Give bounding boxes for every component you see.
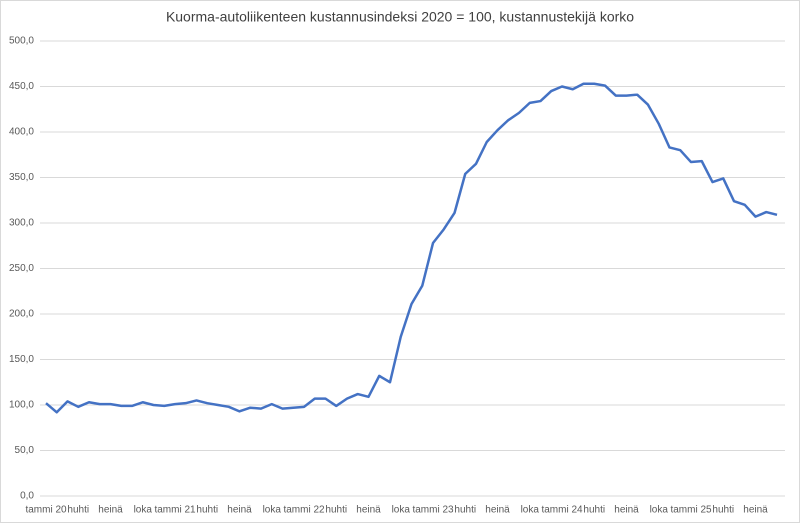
- x-tick-label: heinä: [356, 505, 381, 516]
- x-tick-label: loka: [392, 505, 411, 516]
- x-tick-label: huhti: [712, 505, 734, 516]
- y-tick-label: 0,0: [20, 491, 34, 502]
- x-tick-label: loka: [521, 505, 540, 516]
- x-tick-label: loka: [134, 505, 153, 516]
- x-tick-label: heinä: [743, 505, 768, 516]
- y-tick-label: 50,0: [15, 445, 35, 456]
- x-tick-label: heinä: [98, 505, 123, 516]
- y-tick-label: 400,0: [9, 127, 34, 138]
- x-tick-label: loka: [263, 505, 282, 516]
- y-tick-label: 500,0: [9, 36, 34, 47]
- y-tick-label: 350,0: [9, 172, 34, 183]
- x-tick-label: tammi 22: [283, 505, 325, 516]
- x-tick-label: tammi 21: [154, 505, 196, 516]
- line-series: [45, 82, 778, 414]
- x-tick-label: tammi 25: [670, 505, 712, 516]
- x-tick-label: loka: [650, 505, 669, 516]
- y-tick-label: 300,0: [9, 218, 34, 229]
- y-tick-label: 250,0: [9, 263, 34, 274]
- x-tick-label: tammi 24: [541, 505, 583, 516]
- y-tick-label: 100,0: [9, 400, 34, 411]
- x-tick-label: huhti: [325, 505, 347, 516]
- x-tick-label: heinä: [485, 505, 510, 516]
- x-tick-label: huhti: [67, 505, 89, 516]
- x-tick-label: heinä: [227, 505, 252, 516]
- x-tick-label: huhti: [196, 505, 218, 516]
- y-tick-label: 450,0: [9, 81, 34, 92]
- x-tick-label: huhti: [454, 505, 476, 516]
- x-tick-label: heinä: [614, 505, 639, 516]
- y-tick-label: 150,0: [9, 354, 34, 365]
- chart-title: Kuorma-autoliikenteen kustannusindeksi 2…: [166, 9, 634, 25]
- x-tick-label: huhti: [583, 505, 605, 516]
- x-tick-label: tammi 20: [25, 505, 67, 516]
- x-tick-label: tammi 23: [412, 505, 454, 516]
- y-tick-label: 200,0: [9, 309, 34, 320]
